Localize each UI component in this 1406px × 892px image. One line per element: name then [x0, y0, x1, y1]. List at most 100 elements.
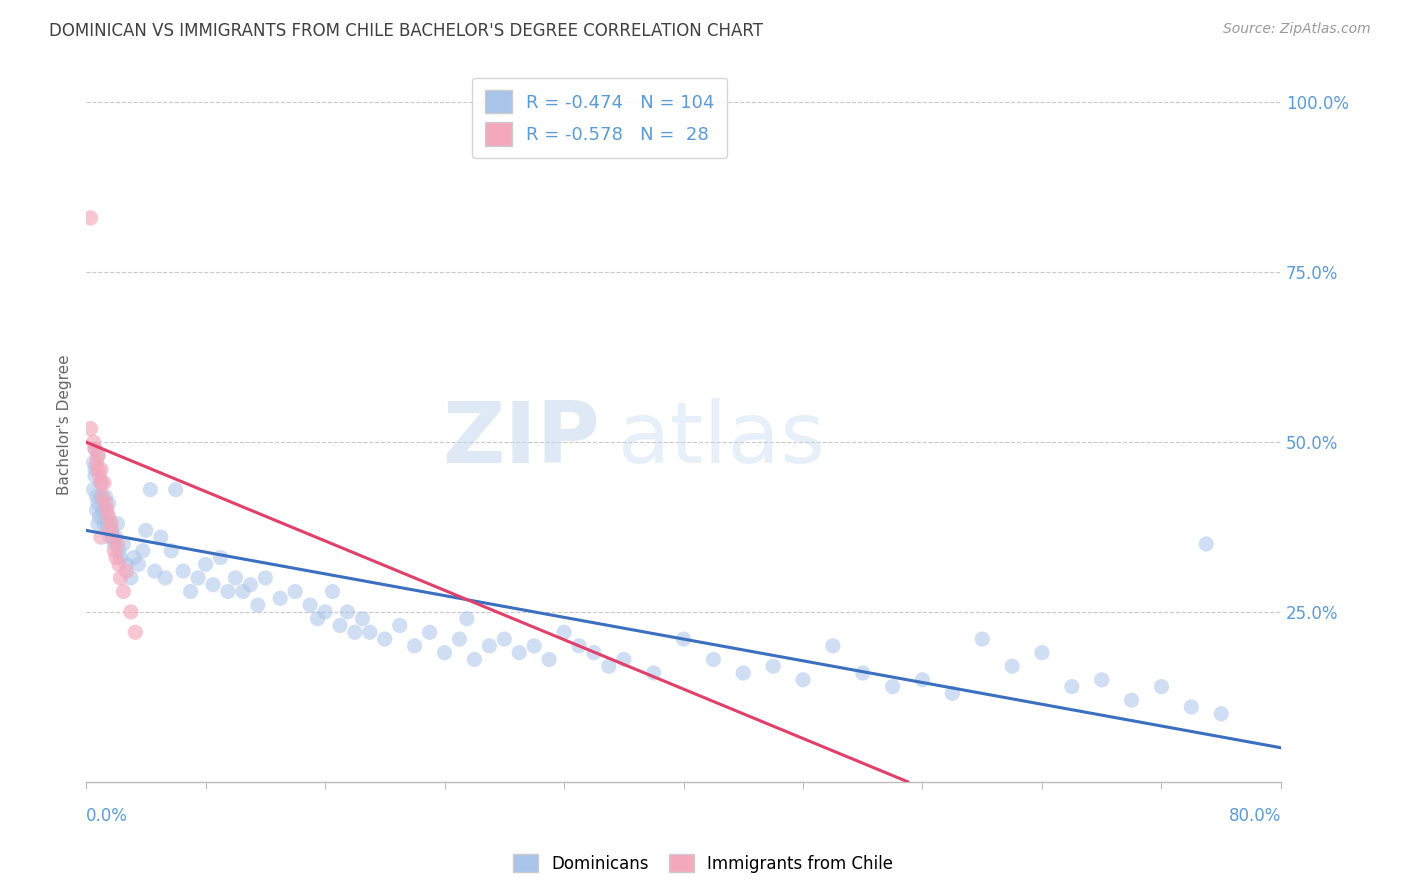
Legend: R = -0.474   N = 104, R = -0.578   N =  28: R = -0.474 N = 104, R = -0.578 N = 28: [472, 78, 727, 158]
Point: [97, 509, 120, 524]
Point: [124, 625, 146, 640]
Point: [87, 449, 110, 463]
Point: [404, 639, 426, 653]
Point: [180, 584, 202, 599]
Point: [314, 605, 336, 619]
Point: [702, 652, 724, 666]
Point: [93, 516, 115, 531]
Point: [98, 524, 121, 538]
Point: [582, 646, 605, 660]
Point: [553, 625, 575, 640]
Point: [115, 558, 138, 572]
Point: [90, 490, 112, 504]
Point: [449, 632, 471, 646]
Point: [132, 543, 155, 558]
Point: [84, 469, 107, 483]
Point: [321, 584, 343, 599]
Point: [135, 524, 157, 538]
Point: [352, 612, 374, 626]
Point: [86, 490, 108, 504]
Point: [538, 652, 561, 666]
Point: [115, 564, 138, 578]
Point: [149, 530, 172, 544]
Point: [143, 564, 166, 578]
Point: [269, 591, 291, 606]
Text: DOMINICAN VS IMMIGRANTS FROM CHILE BACHELOR'S DEGREE CORRELATION CHART: DOMINICAN VS IMMIGRANTS FROM CHILE BACHE…: [49, 22, 763, 40]
Point: [209, 550, 232, 565]
Point: [107, 516, 129, 531]
Point: [96, 503, 118, 517]
Point: [89, 469, 111, 483]
Text: atlas: atlas: [617, 398, 825, 481]
Point: [91, 503, 114, 517]
Point: [307, 612, 329, 626]
Point: [672, 632, 695, 646]
Point: [1001, 659, 1024, 673]
Point: [90, 475, 112, 490]
Point: [463, 652, 485, 666]
Point: [79, 211, 101, 225]
Point: [194, 558, 217, 572]
Point: [224, 571, 246, 585]
Point: [160, 543, 183, 558]
Point: [494, 632, 516, 646]
Point: [508, 646, 530, 660]
Point: [101, 530, 124, 544]
Point: [217, 584, 239, 599]
Text: 80.0%: 80.0%: [1229, 807, 1281, 825]
Point: [643, 666, 665, 681]
Point: [100, 524, 122, 538]
Point: [79, 421, 101, 435]
Point: [359, 625, 381, 640]
Point: [91, 490, 114, 504]
Point: [122, 550, 145, 565]
Point: [433, 646, 456, 660]
Point: [127, 558, 149, 572]
Point: [239, 578, 262, 592]
Point: [374, 632, 396, 646]
Point: [1091, 673, 1114, 687]
Point: [83, 435, 105, 450]
Point: [792, 673, 814, 687]
Point: [94, 503, 117, 517]
Point: [343, 625, 366, 640]
Point: [86, 455, 108, 469]
Point: [1121, 693, 1143, 707]
Point: [100, 516, 122, 531]
Text: ZIP: ZIP: [441, 398, 600, 481]
Point: [941, 686, 963, 700]
Point: [103, 537, 125, 551]
Point: [107, 537, 129, 551]
Point: [87, 462, 110, 476]
Point: [112, 537, 135, 551]
Point: [172, 564, 194, 578]
Point: [202, 578, 225, 592]
Point: [232, 584, 254, 599]
Point: [733, 666, 755, 681]
Point: [104, 530, 127, 544]
Point: [94, 490, 117, 504]
Point: [284, 584, 307, 599]
Point: [97, 509, 120, 524]
Legend: Dominicans, Immigrants from Chile: Dominicans, Immigrants from Chile: [506, 847, 900, 880]
Point: [90, 530, 112, 544]
Point: [94, 496, 117, 510]
Point: [972, 632, 994, 646]
Point: [187, 571, 209, 585]
Point: [97, 496, 120, 510]
Y-axis label: Bachelor's Degree: Bachelor's Degree: [58, 355, 72, 495]
Point: [120, 571, 142, 585]
Point: [87, 496, 110, 510]
Point: [852, 666, 875, 681]
Text: 0.0%: 0.0%: [86, 807, 128, 825]
Point: [90, 462, 112, 476]
Point: [1180, 700, 1202, 714]
Point: [110, 550, 132, 565]
Text: Source: ZipAtlas.com: Source: ZipAtlas.com: [1223, 22, 1371, 37]
Point: [120, 605, 142, 619]
Point: [254, 571, 277, 585]
Point: [329, 618, 352, 632]
Point: [83, 483, 105, 497]
Point: [98, 530, 121, 544]
Point: [336, 605, 359, 619]
